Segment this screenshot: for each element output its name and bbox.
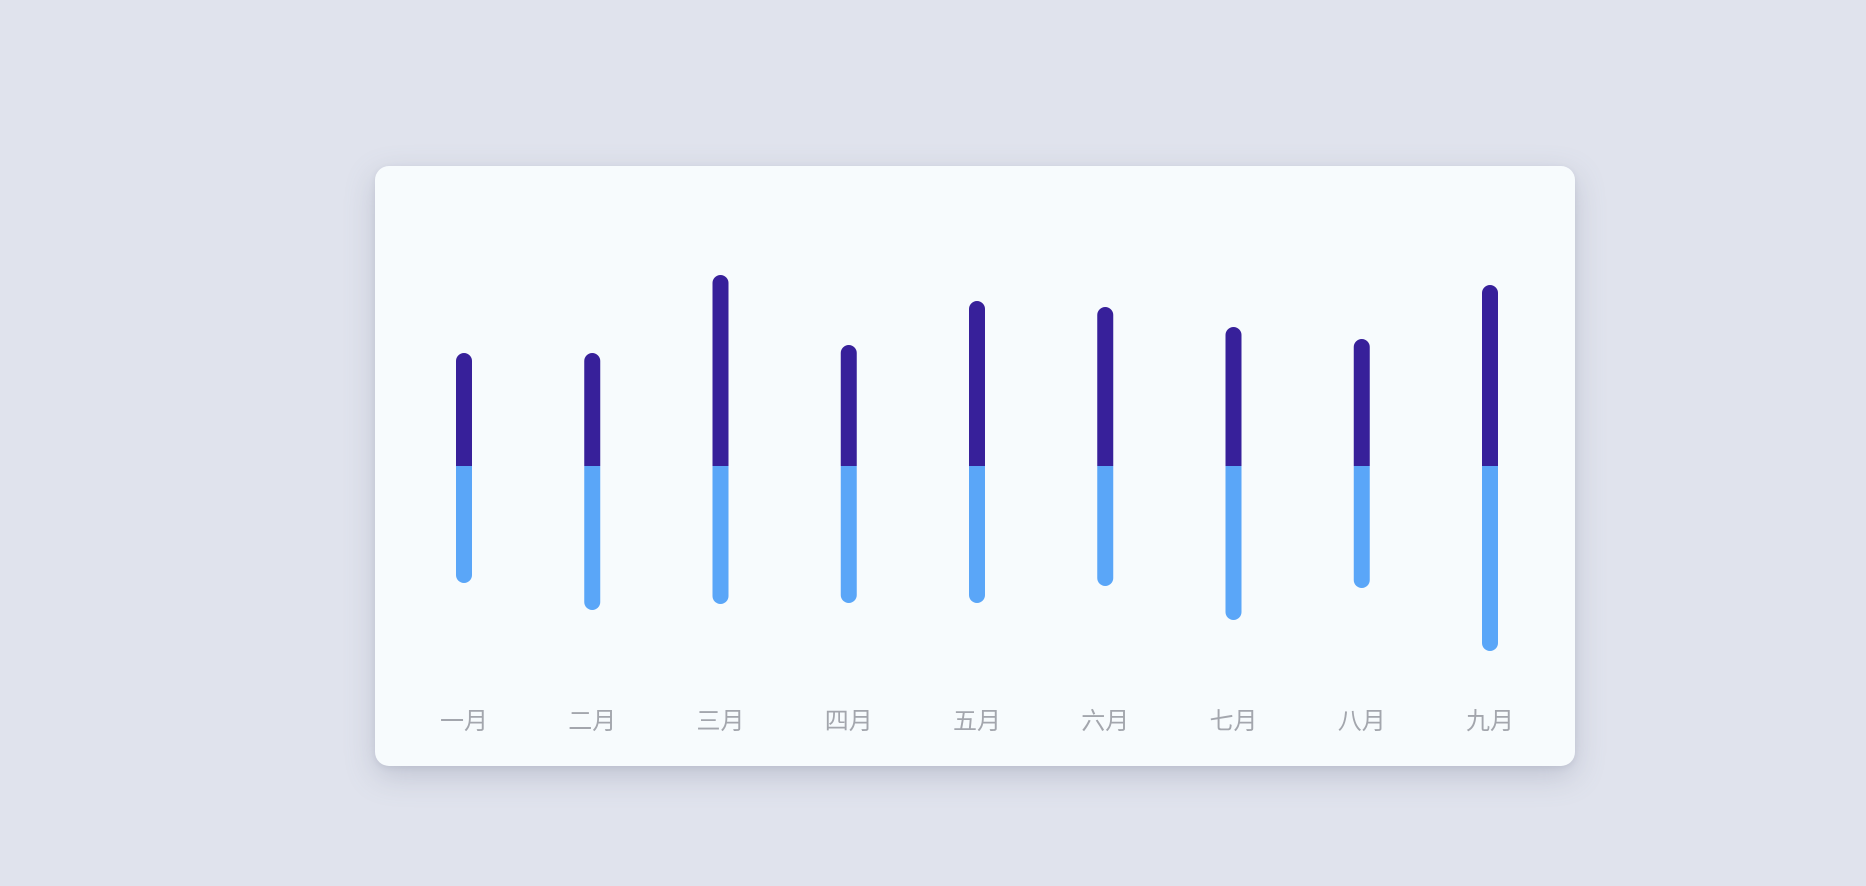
bar-negative: [1353, 466, 1370, 588]
bar-group: [1482, 285, 1498, 651]
x-tick-label: 七月: [1210, 707, 1258, 735]
bar-positive: [712, 275, 729, 466]
bar-negative: [840, 466, 857, 603]
bar-negative: [1482, 466, 1498, 651]
bar-positive: [969, 301, 985, 466]
bar-negative: [712, 466, 729, 604]
bar-group: [712, 275, 729, 604]
bar-negative: [1097, 466, 1114, 586]
x-tick-label: 三月: [697, 707, 745, 735]
bar-group: [1225, 327, 1242, 620]
bar-group: [1097, 307, 1114, 586]
bar-positive: [1097, 307, 1114, 466]
bar-negative: [1225, 466, 1242, 620]
x-tick-label: 二月: [568, 707, 616, 735]
bar-negative: [456, 466, 472, 583]
bar-group: [840, 345, 857, 603]
x-tick-label: 四月: [825, 707, 873, 735]
bar-negative: [969, 466, 985, 603]
bar-positive: [584, 353, 601, 466]
bar-positive: [1482, 285, 1498, 466]
x-tick-label: 九月: [1466, 707, 1514, 735]
bar-positive: [1225, 327, 1242, 466]
bar-chart: 一月 二月 三月 四月 五月 六月 七月 八月 九月: [440, 275, 1514, 735]
bar-positive: [1353, 339, 1370, 466]
x-tick-label: 一月: [440, 707, 488, 735]
bar-group: [1353, 339, 1370, 588]
x-tick-label: 八月: [1338, 707, 1386, 735]
x-tick-label: 六月: [1081, 707, 1129, 735]
chart-card: 一月 二月 三月 四月 五月 六月 七月 八月 九月: [375, 166, 1575, 766]
bar-group: [456, 353, 472, 583]
bar-group: [584, 353, 601, 610]
bar-positive: [456, 353, 472, 466]
bar-group: [969, 301, 985, 603]
x-tick-label: 五月: [953, 707, 1001, 735]
bar-negative: [584, 466, 601, 610]
bar-positive: [840, 345, 857, 466]
